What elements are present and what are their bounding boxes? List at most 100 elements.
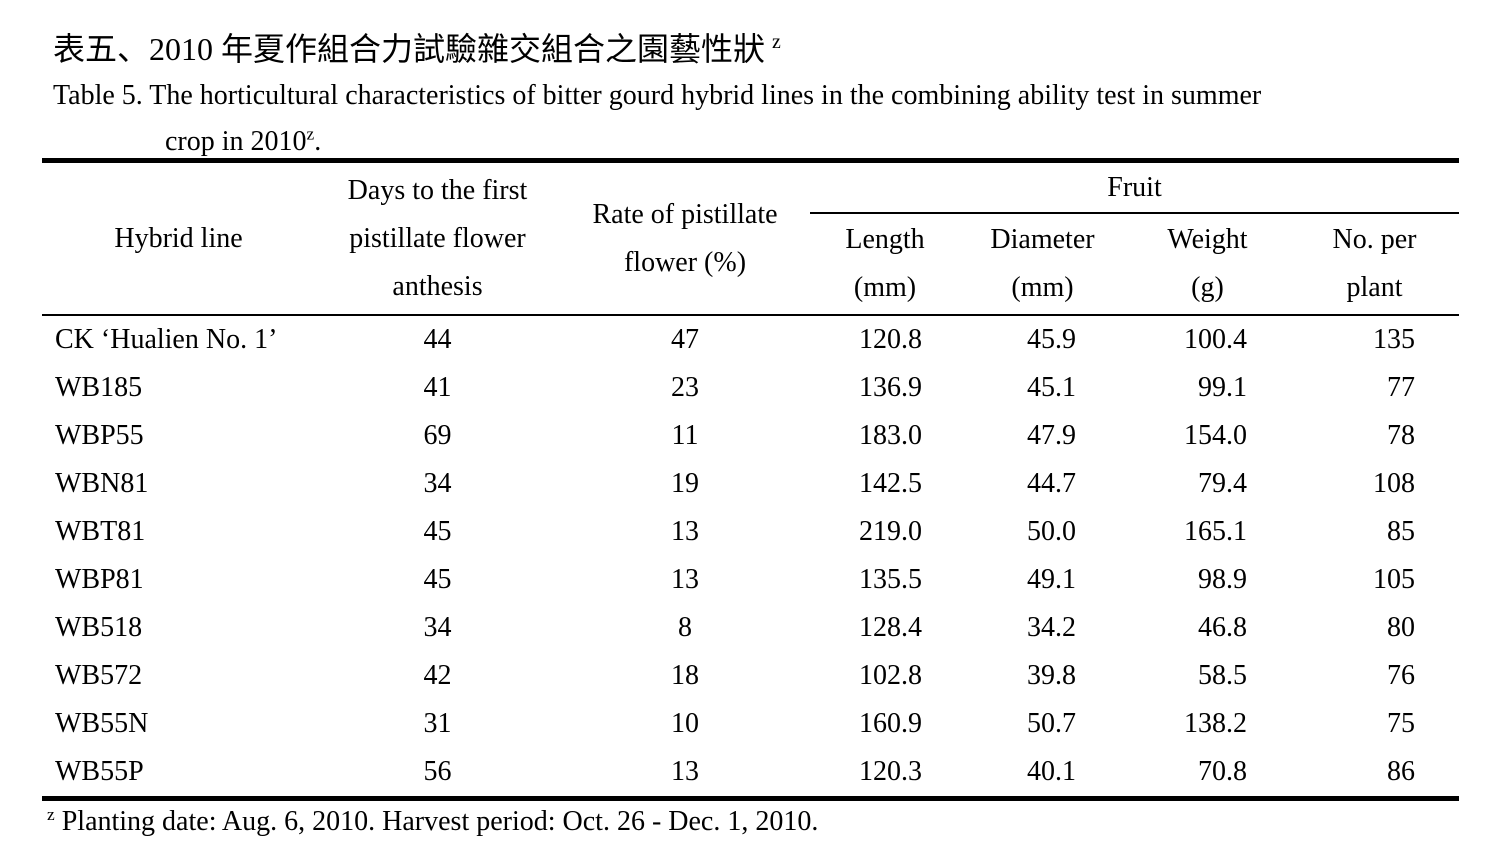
table-row: WB55P 56 13 120.3 40.1 70.8 86 (42, 748, 1459, 799)
cell-hybrid-line: WB572 (55, 660, 143, 691)
cell-days: 45 (423, 564, 452, 595)
header-fruit-length: Length (mm) (810, 213, 960, 315)
footnote: z Planting date: Aug. 6, 2010. Harvest pe… (47, 804, 819, 838)
header-fruit-weight: Weight (g) (1125, 213, 1290, 315)
cell-hybrid-line: CK ‘Hualien No. 1’ (55, 324, 278, 355)
table-row: WB185 41 23 136.9 45.1 99.1 77 (42, 364, 1459, 412)
caption-line-2-superscript: z (306, 124, 315, 144)
table-body: CK ‘Hualien No. 1’ 44 47 120.8 45.9 100.4 135 W… (42, 315, 1459, 799)
header-fruit-diameter-label: Diameter (990, 224, 1095, 255)
cell-days: 31 (423, 708, 452, 739)
cell-hybrid-line: WB55N (55, 708, 149, 739)
header-fruit-diameter-unit: (mm) (1011, 272, 1074, 303)
cell-hybrid-line: WBT81 (55, 516, 146, 547)
table-title-chinese-text: 表五、2010 年夏作組合力試驗雜交組合之園藝性狀 (53, 31, 766, 67)
cell-rate: 13 (671, 564, 699, 595)
cell-diameter: 40.1 (1027, 756, 1076, 787)
cell-length: 183.0 (859, 420, 922, 451)
table-row: WBP55 69 11 183.0 47.9 154.0 78 (42, 412, 1459, 460)
cell-rate: 11 (671, 420, 699, 451)
header-row-sub: Length (mm) Diameter (mm) Weight (g) No.… (42, 213, 1459, 315)
header-fruit-weight-unit: (g) (1191, 272, 1224, 303)
cell-no-per-plant: 108 (1373, 468, 1416, 499)
header-fruit-diameter: Diameter (mm) (960, 213, 1125, 315)
cell-weight: 154.0 (1184, 420, 1247, 451)
cell-length: 120.3 (859, 756, 922, 787)
cell-length: 102.8 (859, 660, 922, 691)
cell-days: 45 (423, 516, 452, 547)
table-title-chinese: 表五、2010 年夏作組合力試驗雜交組合之園藝性狀 z (53, 24, 781, 70)
caption-line-2-period: . (314, 126, 322, 157)
cell-weight: 99.1 (1198, 372, 1247, 403)
cell-hybrid-line: WBP55 (55, 420, 144, 451)
cell-no-per-plant: 76 (1387, 660, 1416, 691)
cell-weight: 70.8 (1198, 756, 1247, 787)
table-row: WBT81 45 13 219.0 50.0 165.1 85 (42, 508, 1459, 556)
header-fruit-length-unit: (mm) (853, 272, 917, 303)
cell-diameter: 50.7 (1027, 708, 1076, 739)
header-hybrid-line-label: Hybrid line (114, 222, 243, 254)
header-hybrid-line: Hybrid line (42, 161, 315, 316)
cell-weight: 100.4 (1184, 324, 1247, 355)
table-caption-english-line-1: Table 5. The horticultural characteristi… (53, 80, 1262, 111)
footnote-text: Planting date: Aug. 6, 2010. Harvest per… (61, 806, 819, 837)
footnote-superscript: z (47, 804, 55, 824)
header-fruit-no-per-plant-unit: plant (1346, 272, 1403, 303)
table-header: Hybrid line Days to the first pistillate… (42, 160, 1460, 315)
cell-diameter: 47.9 (1027, 420, 1076, 451)
header-fruit-length-label: Length (845, 224, 925, 255)
cell-weight: 79.4 (1198, 468, 1247, 499)
header-fruit-no-per-plant-label: No. per (1332, 224, 1417, 255)
cell-days: 34 (423, 468, 452, 499)
cell-length: 135.5 (859, 564, 922, 595)
header-days-line-3: anthesis (392, 270, 483, 302)
horticultural-characteristics-table: Hybrid line Days to the first pistillate… (42, 158, 1460, 801)
cell-weight: 46.8 (1198, 612, 1247, 643)
cell-diameter: 44.7 (1027, 468, 1076, 499)
cell-no-per-plant: 85 (1387, 516, 1416, 547)
cell-no-per-plant: 86 (1387, 756, 1416, 787)
cell-hybrid-line: WB55P (55, 756, 144, 787)
table-row: WB55N 31 10 160.9 50.7 138.2 75 (42, 700, 1459, 748)
cell-rate: 18 (671, 660, 699, 691)
table-row: WB572 42 18 102.8 39.8 58.5 76 (42, 652, 1459, 700)
cell-hybrid-line: WBN81 (55, 468, 149, 499)
cell-diameter: 45.1 (1027, 372, 1076, 403)
cell-no-per-plant: 105 (1373, 564, 1416, 595)
cell-length: 136.9 (859, 372, 922, 403)
caption-line-2-text: crop in 2010 (165, 126, 307, 157)
cell-length: 219.0 (859, 516, 922, 547)
header-days-to-first-anthesis: Days to the first pistillate flower anth… (315, 161, 560, 316)
cell-days: 41 (423, 372, 452, 403)
cell-days: 42 (423, 660, 452, 691)
cell-no-per-plant: 80 (1387, 612, 1416, 643)
cell-length: 120.8 (859, 324, 922, 355)
table-caption-english-line-2: crop in 2010z. (165, 124, 322, 158)
header-days-line-1: Days to the first (347, 174, 528, 206)
table-row: WB518 34 8 128.4 34.2 46.8 80 (42, 604, 1459, 652)
cell-hybrid-line: WB185 (55, 372, 143, 403)
cell-diameter: 49.1 (1027, 564, 1076, 595)
table-row: WBN81 34 19 142.5 44.7 79.4 108 (42, 460, 1459, 508)
cell-weight: 98.9 (1198, 564, 1247, 595)
cell-rate: 10 (671, 708, 699, 739)
cell-rate: 13 (671, 756, 699, 787)
cell-hybrid-line: WBP81 (55, 564, 144, 595)
table-title-chinese-superscript: z (772, 31, 781, 54)
cell-rate: 47 (671, 324, 699, 355)
cell-length: 160.9 (859, 708, 922, 739)
header-fruit-weight-label: Weight (1167, 224, 1248, 255)
header-row-top: Hybrid line Days to the first pistillate… (42, 160, 1460, 302)
cell-diameter: 50.0 (1027, 516, 1076, 547)
table-row: CK ‘Hualien No. 1’ 44 47 120.8 45.9 100.4 135 (42, 315, 1459, 364)
cell-diameter: 34.2 (1027, 612, 1076, 643)
cell-no-per-plant: 78 (1387, 420, 1416, 451)
cell-days: 56 (423, 756, 452, 787)
header-days-line-2: pistillate flower (349, 222, 526, 254)
cell-days: 44 (423, 324, 452, 355)
header-fruit-no-per-plant: No. per plant (1290, 213, 1459, 315)
cell-hybrid-line: WB518 (55, 612, 143, 643)
table-row: WBP81 45 13 135.5 49.1 98.9 105 (42, 556, 1459, 604)
cell-diameter: 45.9 (1027, 324, 1076, 355)
